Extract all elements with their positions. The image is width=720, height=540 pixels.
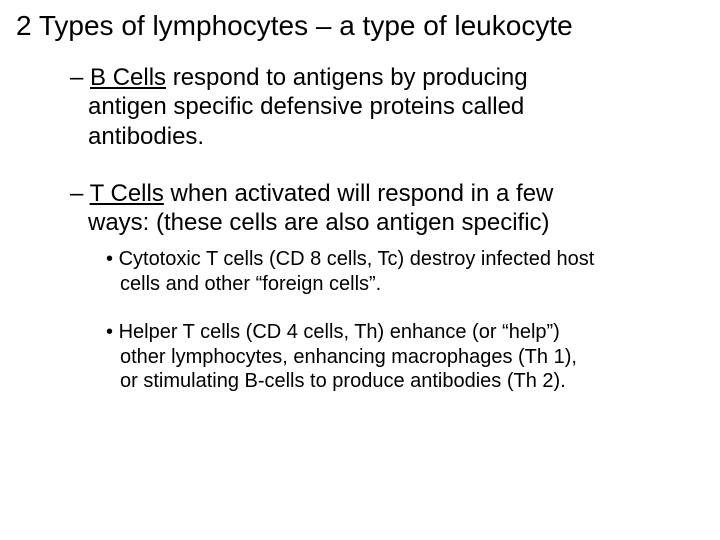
t-cells-label: T Cells	[90, 180, 164, 207]
bullet-helper: • Helper T cells (CD 4 cells, Th) enhanc…	[106, 320, 704, 393]
slide: 2 Types of lymphocytes – a type of leuko…	[0, 0, 720, 540]
b-cells-text-2: antigen specific defensive proteins call…	[88, 92, 704, 121]
helper-text-2: other lymphocytes, enhancing macrophages…	[120, 345, 704, 369]
cytotoxic-text-1: Cytotoxic T cells (CD 8 cells, Tc) destr…	[119, 248, 595, 270]
bullet-b-cells: – B Cells respond to antigens by produci…	[70, 63, 704, 151]
b-cells-text-1: respond to antigens by producing	[166, 64, 528, 91]
helper-text-3: or stimulating B-cells to produce antibo…	[120, 369, 704, 393]
bullet-cytotoxic: • Cytotoxic T cells (CD 8 cells, Tc) des…	[106, 247, 704, 296]
helper-text-1: Helper T cells (CD 4 cells, Th) enhance …	[119, 321, 560, 343]
b-cells-label: B Cells	[90, 64, 166, 91]
bullet-t-cells: – T Cells when activated will respond in…	[70, 179, 704, 238]
cytotoxic-text-2: cells and other “foreign cells”.	[120, 272, 704, 296]
b-cells-text-3: antibodies.	[88, 122, 704, 151]
slide-title: 2 Types of lymphocytes – a type of leuko…	[16, 8, 704, 43]
t-cells-text-1: when activated will respond in a few	[164, 180, 554, 207]
t-cells-text-2: ways: (these cells are also antigen spec…	[88, 208, 704, 237]
